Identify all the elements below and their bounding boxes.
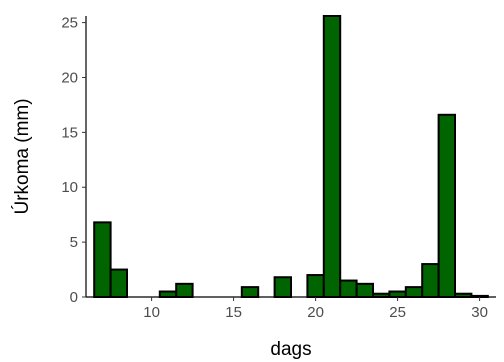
bar-28 [437, 113, 457, 298]
bar-11 [158, 290, 178, 298]
bar-8 [109, 268, 128, 298]
bar-26 [404, 286, 424, 298]
bar-18 [273, 276, 293, 298]
y-axis-title: Úrkoma (mm) [11, 98, 33, 214]
x-axis-ticks: 10 15 20 25 30 [143, 297, 488, 321]
x-tick-label-10: 10 [143, 304, 160, 321]
bar-25 [388, 290, 407, 298]
bar-12 [175, 282, 194, 298]
bar-7 [93, 221, 112, 298]
y-tick-label-0: 0 [70, 289, 78, 306]
x-tick-label-30: 30 [471, 304, 488, 321]
y-tick-label-15: 15 [61, 124, 78, 141]
y-tick-label-10: 10 [61, 179, 78, 196]
x-tick-label-20: 20 [307, 304, 324, 321]
x-tick-label-15: 15 [225, 304, 242, 321]
y-tick-label-5: 5 [70, 234, 78, 251]
bar-21 [322, 15, 342, 298]
bar-22 [339, 279, 358, 298]
bar-20 [306, 274, 325, 298]
bar-27 [421, 263, 440, 298]
bar-23 [355, 282, 375, 298]
y-tick-label-20: 20 [61, 69, 78, 86]
bar-16 [240, 286, 260, 298]
y-axis-ticks: 0 5 10 15 20 25 [61, 15, 86, 306]
y-tick-label-25: 25 [61, 15, 78, 32]
x-tick-label-25: 25 [389, 304, 406, 321]
bars-group [93, 15, 489, 298]
x-axis-title: dags [270, 339, 311, 360]
